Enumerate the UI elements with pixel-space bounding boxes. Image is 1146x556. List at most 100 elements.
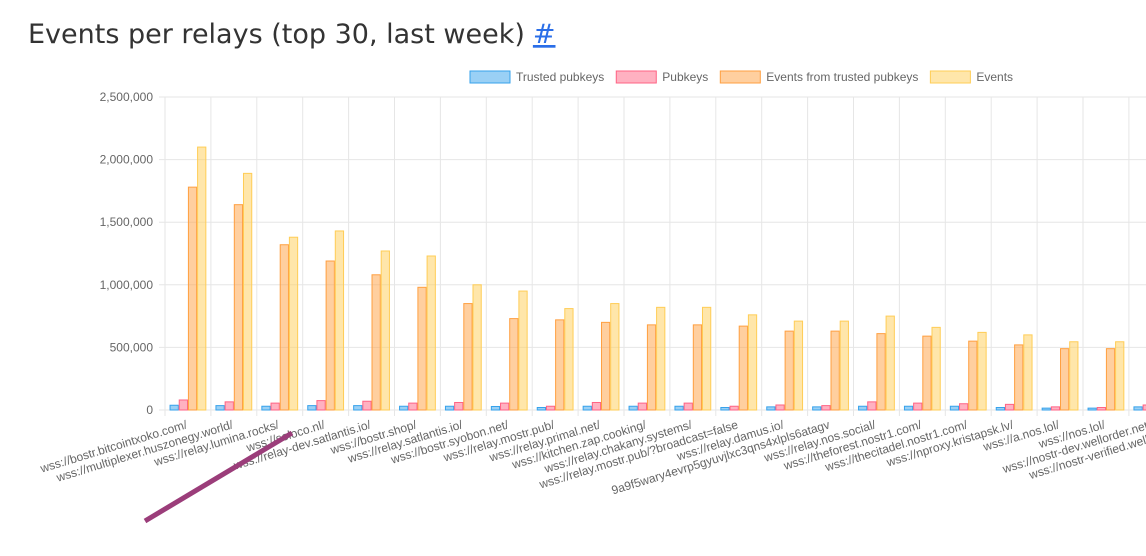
bar xyxy=(858,405,868,411)
bar xyxy=(233,204,244,411)
bar xyxy=(463,303,473,411)
bar xyxy=(316,400,326,411)
bar xyxy=(334,230,345,411)
bar xyxy=(178,399,188,411)
legend-label: Trusted pubkeys xyxy=(516,70,604,84)
bar xyxy=(564,308,574,411)
bar xyxy=(472,284,482,411)
bar xyxy=(591,401,602,411)
bar xyxy=(876,333,886,411)
bar xyxy=(1105,348,1116,411)
bar xyxy=(977,331,987,411)
bar xyxy=(738,325,748,411)
bar xyxy=(417,286,427,411)
bar xyxy=(885,315,895,411)
bar xyxy=(601,321,611,411)
y-tick-label: 2,000,000 xyxy=(100,153,154,167)
legend-swatch xyxy=(929,70,971,84)
bar xyxy=(307,405,317,411)
bar xyxy=(490,405,501,411)
bar xyxy=(371,274,381,411)
bar xyxy=(775,404,785,411)
bar xyxy=(224,401,234,411)
bar xyxy=(1014,344,1024,411)
bar xyxy=(812,406,822,411)
bar xyxy=(279,244,289,411)
bar xyxy=(197,146,207,411)
legend-label: Events from trusted pubkeys xyxy=(766,70,918,84)
bar xyxy=(518,290,528,411)
legend-swatch xyxy=(719,70,761,84)
bar xyxy=(821,405,831,411)
bar xyxy=(1060,348,1070,411)
bar xyxy=(1096,406,1106,411)
bar xyxy=(1023,334,1033,411)
y-tick-label: 0 xyxy=(146,403,153,417)
bar xyxy=(288,236,299,411)
bar xyxy=(968,340,978,411)
bar xyxy=(922,335,932,411)
bar xyxy=(500,402,510,411)
bar xyxy=(555,319,565,411)
anchor-link[interactable]: # xyxy=(533,19,556,50)
bar xyxy=(582,405,592,411)
bar xyxy=(1041,407,1051,411)
y-tick-label: 1,000,000 xyxy=(100,278,154,292)
bar xyxy=(261,405,271,411)
y-tick-label: 2,500,000 xyxy=(100,90,154,104)
bar xyxy=(1115,341,1125,411)
bar xyxy=(637,402,647,411)
bar xyxy=(509,318,519,411)
bar xyxy=(913,402,923,411)
bar xyxy=(674,405,684,411)
bar xyxy=(380,250,390,411)
bar xyxy=(701,306,712,411)
bar xyxy=(683,402,693,411)
bar xyxy=(839,320,849,411)
bar xyxy=(903,405,914,411)
chart-title: Events per relays (top 30, last week) xyxy=(28,19,525,50)
bar xyxy=(656,306,666,411)
bar xyxy=(353,405,363,411)
bar xyxy=(1050,406,1061,411)
bar xyxy=(426,255,436,411)
highlight-stroke xyxy=(143,430,294,524)
bar xyxy=(720,406,730,411)
bar xyxy=(325,260,335,411)
bar xyxy=(454,401,464,411)
bar xyxy=(1087,407,1097,411)
y-tick-label: 500,000 xyxy=(110,340,154,354)
bar xyxy=(242,172,253,411)
bar xyxy=(830,330,840,411)
bar xyxy=(1133,406,1143,411)
bar xyxy=(949,405,960,411)
bar xyxy=(215,405,225,411)
bar xyxy=(408,402,418,411)
bar xyxy=(169,404,179,411)
legend-label: Pubkeys xyxy=(662,70,708,84)
bar xyxy=(931,326,941,411)
bar xyxy=(536,406,547,411)
bar xyxy=(399,405,409,411)
bar xyxy=(692,324,703,411)
bar xyxy=(793,320,804,411)
bar xyxy=(729,405,739,411)
bar xyxy=(995,406,1006,411)
y-tick-label: 1,500,000 xyxy=(100,215,154,229)
bar xyxy=(867,401,877,411)
bar xyxy=(1004,403,1015,411)
bar xyxy=(187,186,198,411)
bar xyxy=(784,330,794,411)
bar xyxy=(270,402,280,411)
bar xyxy=(1142,404,1146,411)
bar xyxy=(444,405,455,411)
bar xyxy=(362,400,372,411)
bar xyxy=(610,303,620,411)
bar xyxy=(1069,341,1079,411)
bar xyxy=(747,314,758,411)
legend-swatch xyxy=(615,70,657,84)
bar xyxy=(545,405,556,411)
bar xyxy=(628,405,638,411)
